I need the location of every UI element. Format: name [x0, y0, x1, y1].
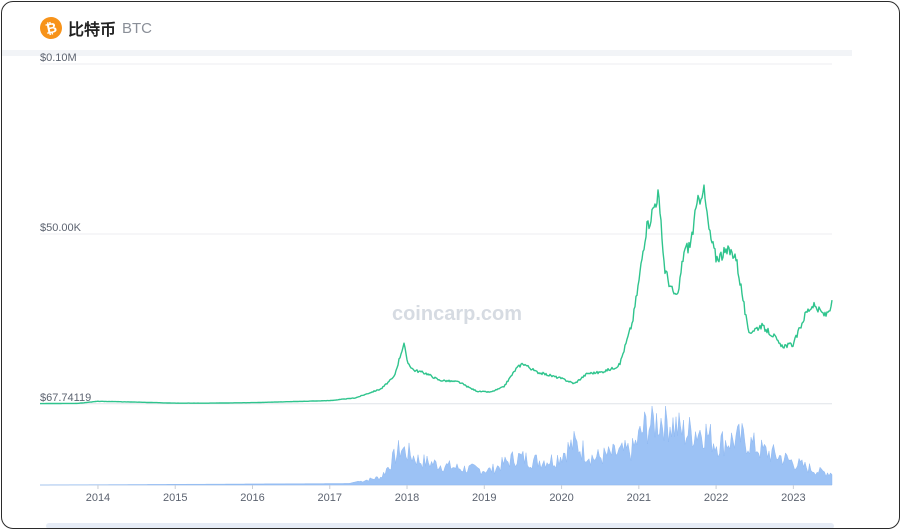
y-tick-label: $50.00K	[40, 222, 82, 234]
x-tick-label: 2021	[627, 492, 651, 504]
price-series-line	[40, 184, 833, 405]
volume-series	[40, 405, 833, 486]
volume-area	[40, 405, 833, 486]
x-tick-label: 2015	[163, 492, 187, 504]
x-tick-label: 2023	[781, 492, 805, 504]
x-tick-label: 2018	[395, 492, 419, 504]
coin-name: 比特币	[68, 22, 117, 39]
grid-lines	[40, 63, 832, 486]
x-tick-label: 2017	[318, 492, 342, 504]
y-tick-label: $67.74119	[40, 392, 91, 404]
x-axis: 2014 2015 2016 2017 2018 2019 2020 2021 2022 2023	[86, 485, 806, 504]
y-axis: $0.10M $50.00K $67.74119	[40, 52, 91, 404]
range-scrollbar[interactable]	[46, 523, 834, 528]
x-tick-label: 2020	[549, 492, 573, 504]
y-tick-label: $0.10M	[40, 52, 77, 64]
x-tick-label: 2014	[86, 492, 110, 504]
watermark-text: coincarp.com	[392, 303, 522, 325]
price-line-layer	[40, 184, 833, 405]
chart-top-band	[2, 50, 852, 56]
coin-symbol: BTC	[122, 19, 153, 37]
x-tick-label: 2022	[704, 492, 728, 504]
x-tick-label: 2016	[240, 492, 264, 504]
x-tick-label: 2019	[472, 492, 496, 504]
chart-header: ₿ 比特币 BTC	[37, 14, 153, 42]
